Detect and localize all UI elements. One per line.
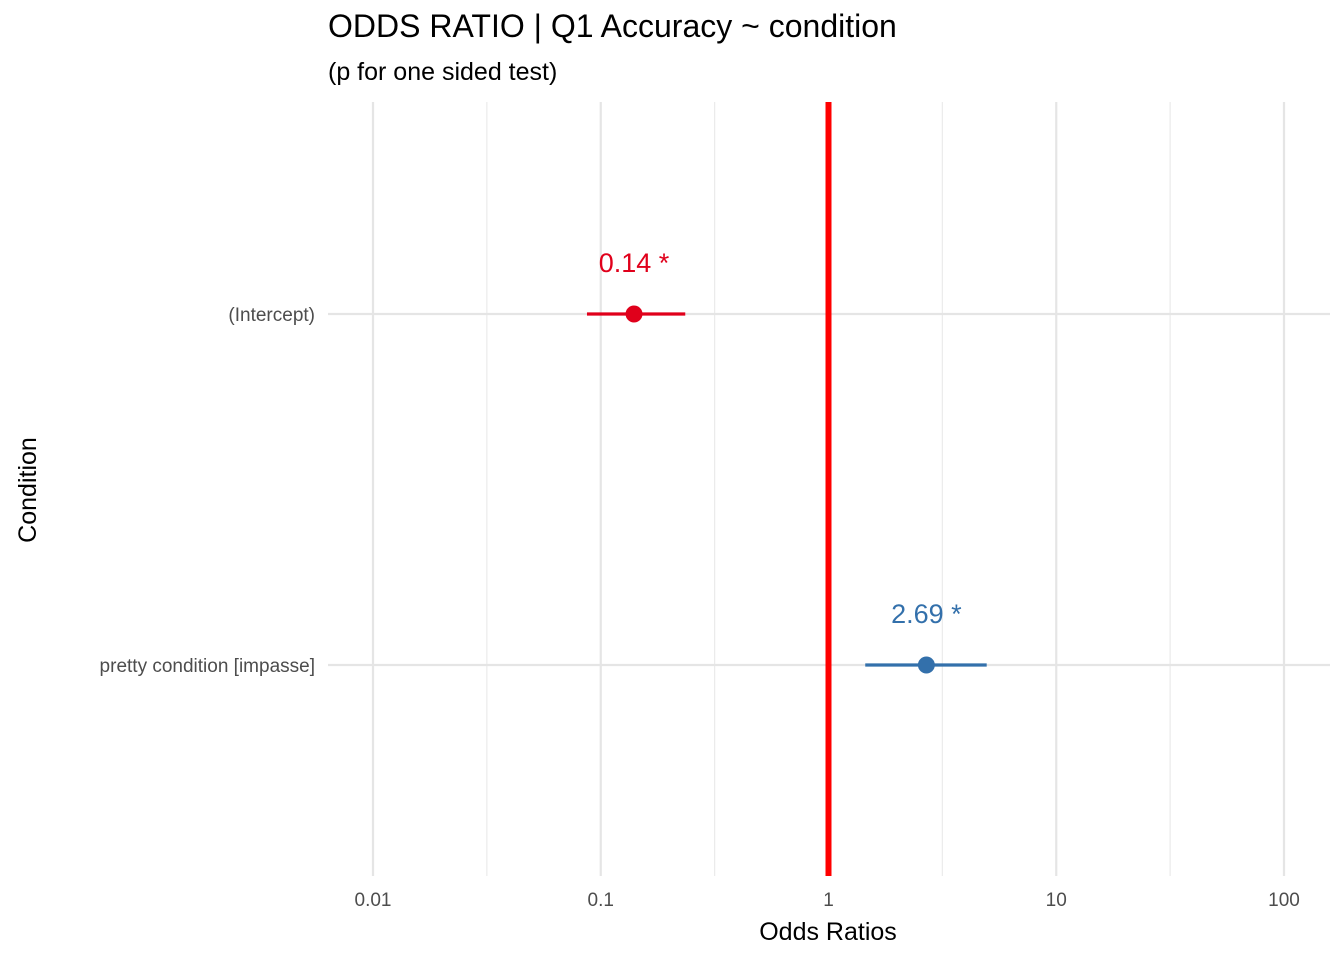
x-tick-label: 1 bbox=[823, 890, 834, 911]
minor-gridlines bbox=[486, 102, 1171, 876]
x-tick-label: 0.1 bbox=[588, 890, 614, 911]
chart-title: ODDS RATIO | Q1 Accuracy ~ condition bbox=[328, 8, 897, 44]
x-tick-label: 0.01 bbox=[355, 890, 392, 911]
x-tick-label: 100 bbox=[1268, 890, 1300, 911]
y-tick-label: pretty condition [impasse] bbox=[100, 656, 315, 677]
chart-subtitle: (p for one sided test) bbox=[328, 58, 558, 86]
point-estimate bbox=[625, 305, 643, 323]
point-label: 0.14 * bbox=[599, 248, 670, 278]
axis-ticks: 0.01 0.1 1 10 100 (Intercept) pretty condition… bbox=[100, 305, 1300, 911]
point-label: 2.69 * bbox=[891, 599, 962, 629]
data-marks: 0.14 * 2.69 * bbox=[586, 248, 987, 674]
y-axis-label: Condition bbox=[14, 437, 42, 543]
x-axis-label: Odds Ratios bbox=[759, 918, 897, 946]
x-tick-label: 10 bbox=[1046, 890, 1067, 911]
point-estimate bbox=[917, 656, 935, 674]
y-tick-label: (Intercept) bbox=[228, 305, 315, 326]
